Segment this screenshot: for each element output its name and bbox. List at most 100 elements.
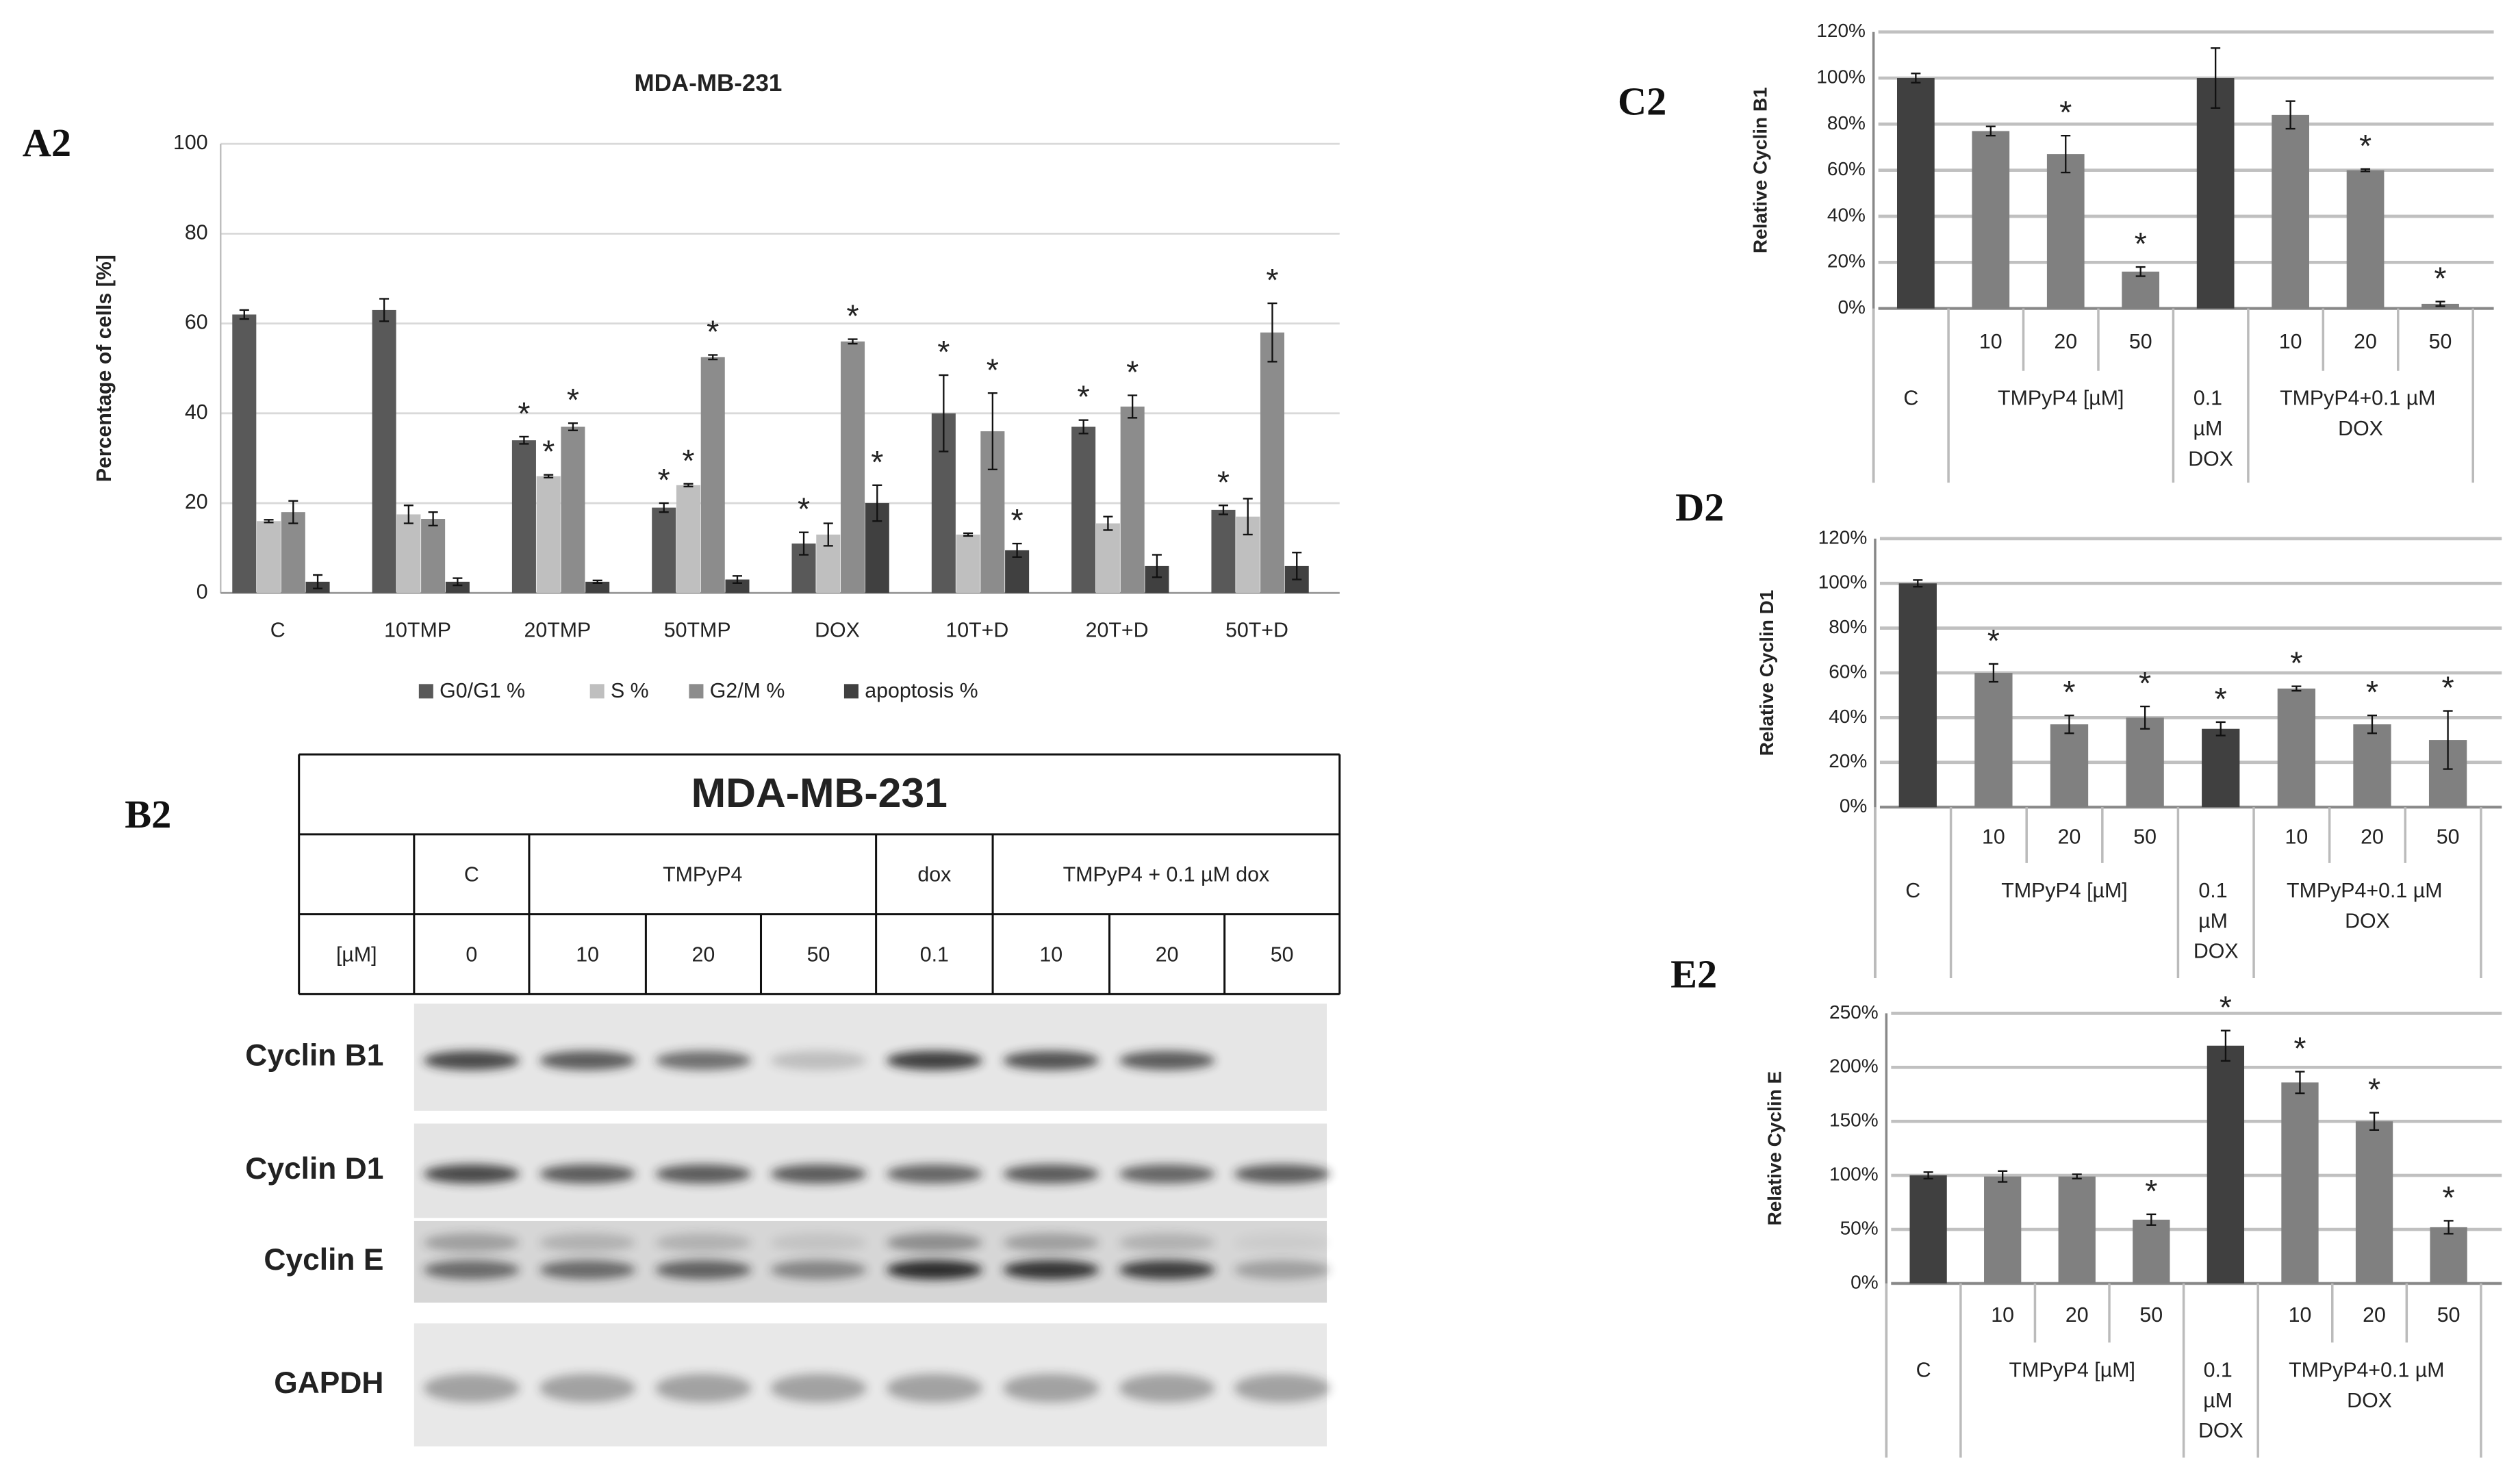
- y-tick-label: 50%: [1840, 1217, 1879, 1238]
- bar: [1984, 1176, 2022, 1283]
- x-group-label: 0.1 µM DOX: [2198, 1359, 2243, 1442]
- error-bar: [519, 435, 529, 445]
- significance-mark: *: [987, 352, 999, 387]
- blot-band: [1119, 1164, 1215, 1184]
- significance-mark: *: [2368, 1072, 2380, 1108]
- y-tick-label: 0%: [1840, 795, 1867, 817]
- significance-mark: *: [658, 462, 670, 498]
- bar: [511, 440, 536, 593]
- y-tick-label: 250%: [1829, 1001, 1879, 1023]
- blot-band: [770, 1373, 867, 1403]
- error-bar: [1243, 498, 1253, 536]
- bar: [585, 581, 610, 593]
- blot-band: [1234, 1373, 1330, 1403]
- error-bar: [659, 502, 669, 513]
- error-bar: [2140, 705, 2150, 730]
- table-dose: 20: [692, 943, 715, 966]
- bar: [1260, 332, 1284, 593]
- x-group-label: TMPyP4 [µM]: [2009, 1359, 2135, 1381]
- x-tick-label: 20TMP: [524, 619, 591, 641]
- error-bar: [708, 354, 718, 361]
- error-bar: [2369, 1112, 2380, 1131]
- blot-band: [1119, 1051, 1215, 1071]
- error-bar: [2291, 685, 2302, 692]
- y-tick-label: 120%: [1818, 526, 1868, 548]
- bar: [1120, 406, 1145, 593]
- bar: [421, 519, 446, 593]
- blot-band: [1234, 1260, 1330, 1280]
- significance-mark: *: [937, 334, 950, 370]
- error-bar: [2367, 714, 2377, 734]
- significance-mark: *: [846, 298, 859, 334]
- significance-mark: *: [2442, 670, 2454, 706]
- error-bar: [1923, 1171, 1933, 1180]
- significance-mark: *: [2145, 1173, 2157, 1209]
- bar: [841, 341, 865, 593]
- blot-row-label: GAPDH: [274, 1366, 383, 1400]
- bar: [536, 476, 561, 593]
- significance-mark: *: [2139, 665, 2151, 701]
- y-tick-label: 60%: [1827, 158, 1866, 179]
- blot-band: [1119, 1373, 1215, 1403]
- error-bar: [239, 309, 249, 320]
- y-tick-label: 100%: [1829, 1164, 1879, 1185]
- x-tick-label: 50: [2133, 826, 2157, 849]
- x-tick-label: 10T+D: [945, 619, 1008, 641]
- significance-mark: *: [567, 382, 579, 418]
- y-axis-label: Relative Cyclin B1: [1750, 87, 1771, 253]
- error-bar: [544, 474, 554, 478]
- bar: [956, 534, 980, 593]
- blot-band: [1003, 1260, 1099, 1280]
- x-tick-label: 20: [2065, 1304, 2089, 1327]
- significance-mark: *: [2215, 681, 2227, 717]
- table-dose: 0: [466, 943, 477, 966]
- bar: [1095, 523, 1120, 593]
- blot-band: [423, 1233, 520, 1253]
- panel-label: B2: [125, 792, 171, 836]
- x-tick-label: 10TMP: [384, 619, 451, 641]
- x-group-label: C: [1903, 387, 1918, 410]
- bar: [2126, 717, 2164, 808]
- bar: [2355, 1121, 2393, 1283]
- x-tick-label: 20T+D: [1086, 619, 1149, 641]
- x-tick-label: 20: [2054, 331, 2077, 353]
- significance-mark: *: [2366, 674, 2378, 710]
- table-dose: 10: [1039, 943, 1063, 966]
- bar: [2122, 271, 2160, 309]
- x-group-label: 0.1 µM DOX: [2188, 387, 2233, 471]
- error-bar: [2072, 1173, 2082, 1180]
- significance-mark: *: [707, 314, 719, 349]
- error-bar: [428, 511, 438, 527]
- error-bar: [2285, 100, 2296, 130]
- blot-band: [655, 1373, 752, 1403]
- y-tick-label: 0: [196, 580, 208, 603]
- bar: [2050, 724, 2089, 808]
- error-bar: [1911, 73, 1921, 84]
- blot-band: [770, 1164, 867, 1184]
- blot-band: [655, 1260, 752, 1280]
- error-bar: [568, 422, 578, 431]
- blot-band: [770, 1233, 867, 1253]
- blot-band: [1119, 1260, 1215, 1280]
- blot-band: [1003, 1233, 1099, 1253]
- blot-band: [423, 1373, 520, 1403]
- error-bar: [1267, 302, 1277, 363]
- x-tick-label: 50: [2129, 331, 2152, 353]
- blot-band: [886, 1051, 982, 1071]
- legend-swatch: [589, 684, 605, 699]
- significance-mark: *: [1011, 502, 1023, 538]
- x-tick-label: 20: [2363, 1304, 2386, 1327]
- blot-band: [1234, 1233, 1330, 1253]
- blot-band: [423, 1051, 520, 1071]
- bar: [2430, 1227, 2467, 1283]
- blot-band: [655, 1051, 752, 1071]
- error-bar: [2215, 721, 2226, 737]
- error-bar: [264, 519, 274, 524]
- error-bar: [2135, 266, 2146, 277]
- y-tick-label: 150%: [1829, 1110, 1879, 1131]
- y-tick-label: 80%: [1829, 616, 1867, 637]
- error-bar: [2295, 1071, 2305, 1095]
- x-tick-label: 20: [2058, 826, 2081, 849]
- blot-band: [1003, 1164, 1099, 1184]
